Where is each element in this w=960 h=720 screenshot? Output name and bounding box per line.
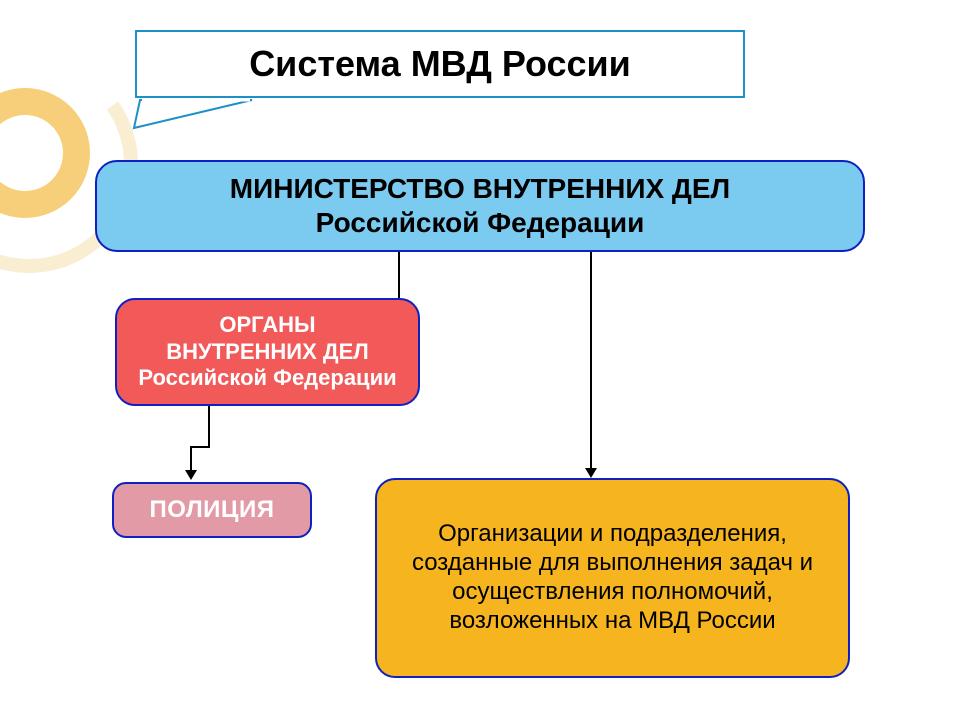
ministry-line2: Российской Федерации — [316, 206, 645, 240]
arrow-organs-police — [185, 470, 197, 480]
title-pointer-icon — [132, 94, 262, 134]
edge-organs-police-v2 — [190, 446, 192, 472]
edge-organs-police-h — [190, 446, 210, 448]
node-organs: ОРГАНЫ ВНУТРЕННИХ ДЕЛ Российской Федерац… — [115, 298, 420, 406]
node-orgs: Организации и подразделения, созданные д… — [375, 478, 850, 678]
ministry-line1: МИНИСТЕРСТВО ВНУТРЕННИХ ДЕЛ — [230, 172, 730, 206]
node-ministry: МИНИСТЕРСТВО ВНУТРЕННИХ ДЕЛ Российской Ф… — [95, 160, 865, 252]
organs-text: ОРГАНЫ ВНУТРЕННИХ ДЕЛ Российской Федерац… — [138, 312, 396, 391]
edge-ministry-orgs-v — [590, 252, 592, 470]
title-text: Система МВД России — [249, 42, 631, 85]
diagram-stage: Система МВД России МИНИСТЕРСТВО ВНУТРЕНН… — [0, 0, 960, 720]
edge-organs-police-v1 — [208, 406, 210, 446]
title-box: Система МВД России — [135, 30, 745, 98]
arrow-ministry-orgs — [585, 468, 597, 478]
police-text: ПОЛИЦИЯ — [150, 496, 275, 525]
node-police: ПОЛИЦИЯ — [112, 482, 312, 538]
orgs-text: Организации и подразделения, созданные д… — [395, 520, 830, 635]
